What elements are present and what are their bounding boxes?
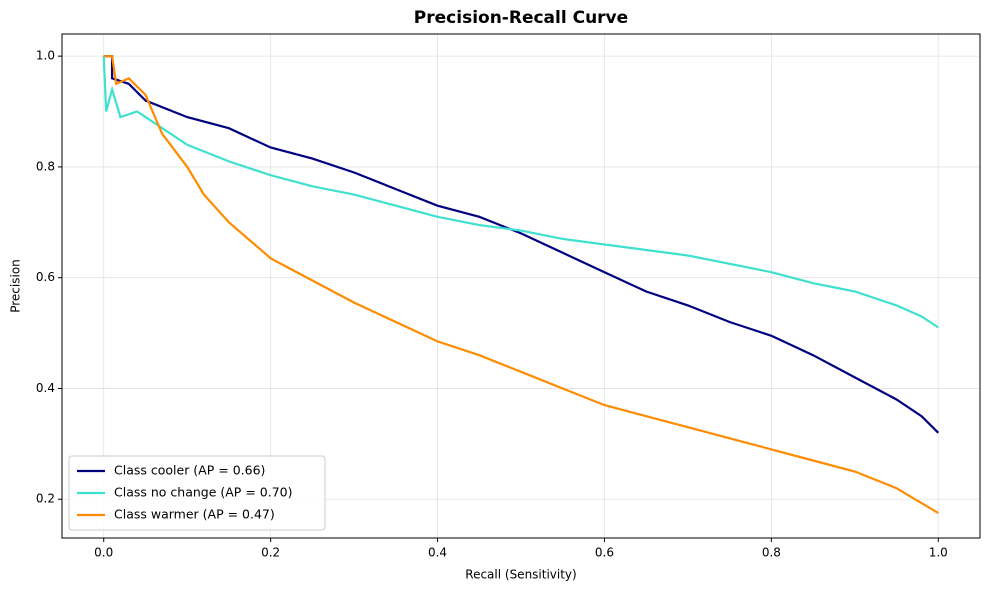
- y-tick-label: 1.0: [36, 49, 55, 63]
- legend-box: [68, 455, 326, 531]
- x-tick-label: 0.4: [428, 546, 447, 560]
- legend-label: Class cooler (AP = 0.66): [114, 463, 265, 478]
- series-line: [102, 56, 939, 329]
- y-axis-label: Precision: [9, 259, 23, 313]
- legend-label: Class no change (AP = 0.70): [114, 485, 292, 500]
- series-line: [103, 55, 939, 515]
- x-tick-label: 0.2: [261, 546, 280, 560]
- y-tick-label: 0.2: [36, 492, 55, 506]
- x-tick-label: 0.6: [595, 546, 614, 560]
- chart-title: Precision-Recall Curve: [414, 8, 628, 28]
- legend-label: Class warmer (AP = 0.47): [114, 507, 275, 522]
- series-line: [103, 55, 940, 434]
- y-tick-label: 0.4: [36, 381, 55, 395]
- plot-frame: [61, 33, 981, 539]
- y-tick-label: 0.6: [36, 270, 55, 284]
- y-tick-label: 0.8: [36, 159, 55, 173]
- x-tick-label: 0.0: [94, 546, 113, 560]
- x-tick-label: 0.8: [762, 546, 781, 560]
- x-axis-label: Recall (Sensitivity): [465, 568, 576, 582]
- x-tick-label: 1.0: [929, 546, 948, 560]
